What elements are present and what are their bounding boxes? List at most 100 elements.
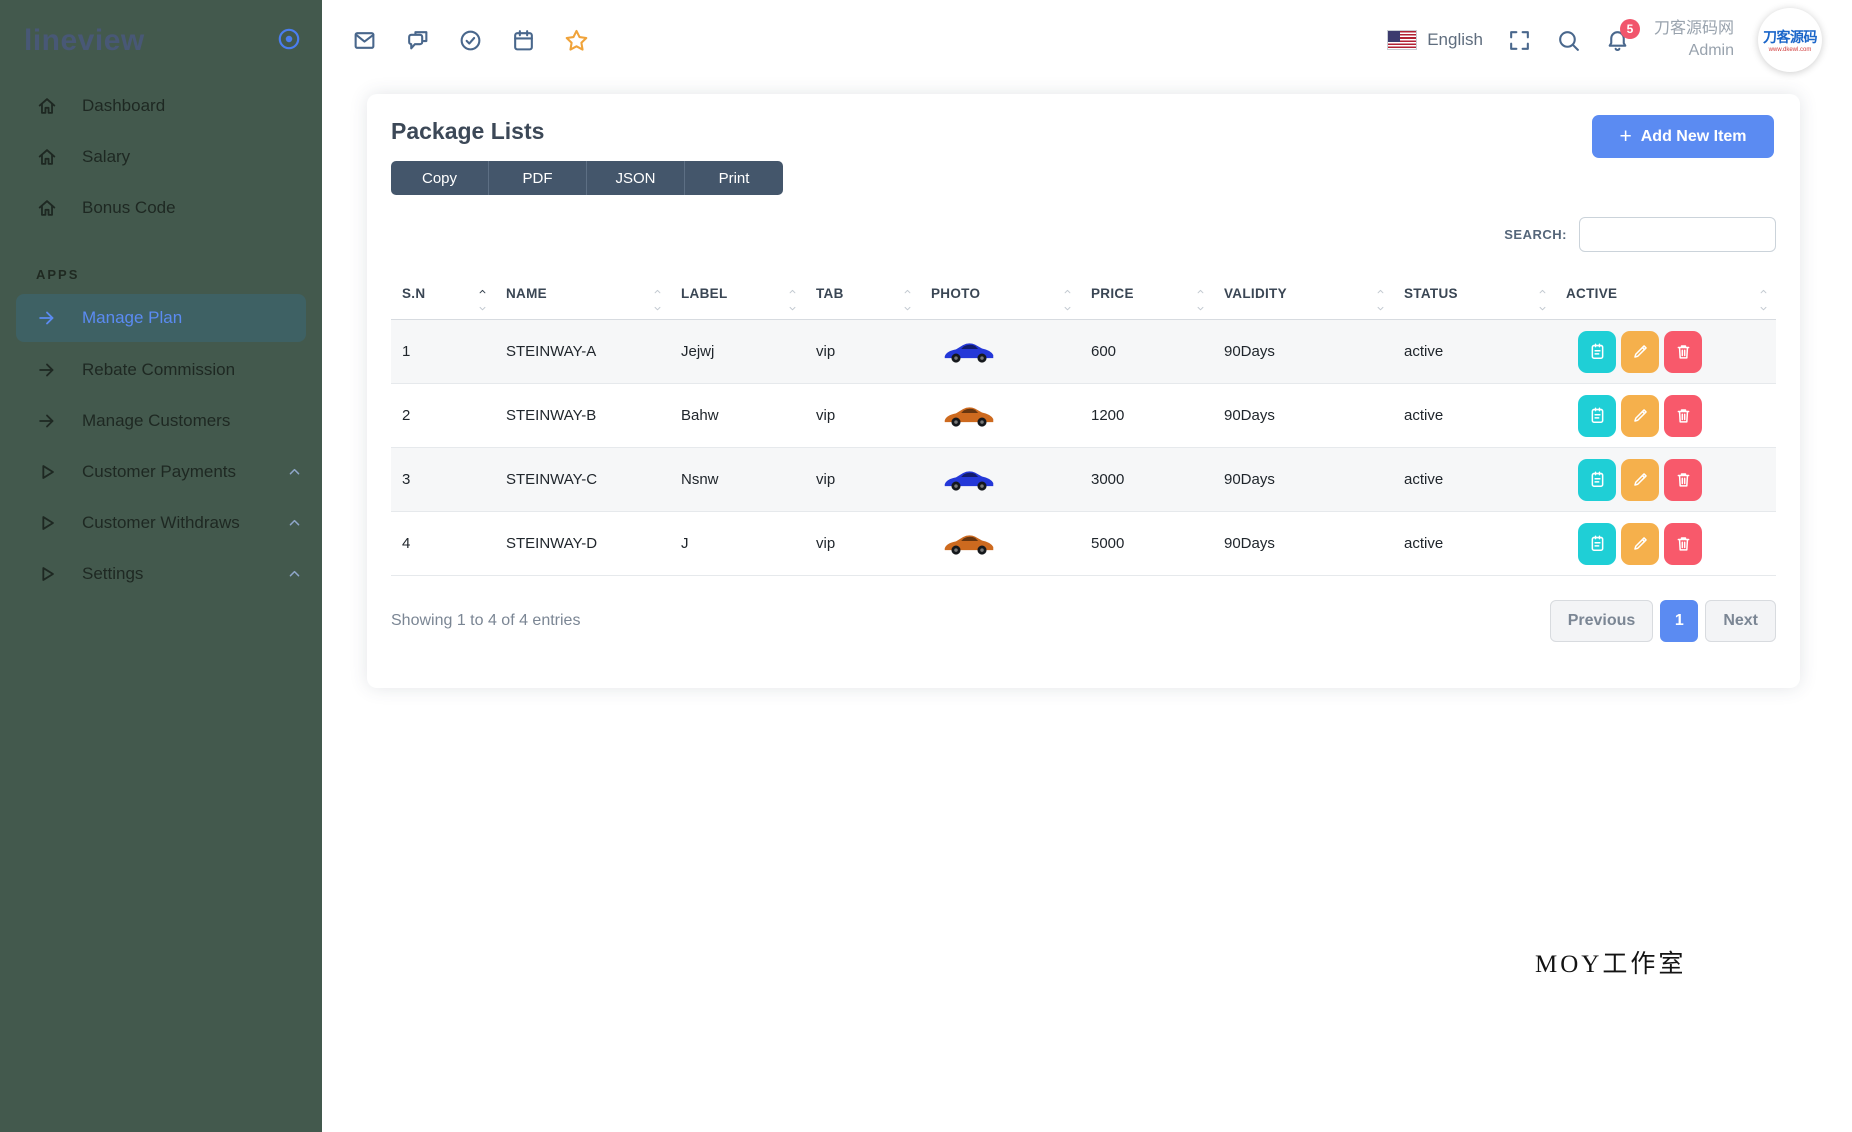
cell-tab: vip xyxy=(816,407,836,424)
column-header-label: PRICE xyxy=(1091,286,1134,301)
sort-asc-icon xyxy=(902,287,913,296)
sidebar-item-bonus-code[interactable]: Bonus Code xyxy=(0,182,322,233)
view-button[interactable] xyxy=(1578,330,1616,373)
column-header-label: TAB xyxy=(816,286,844,301)
sidebar-item-customer-withdraws[interactable]: Customer Withdraws xyxy=(0,497,322,548)
package-lists-card: Package Lists + Add New Item Copy PDF JSON… xyxy=(367,94,1800,688)
chevron-up-icon xyxy=(287,566,302,581)
sort-asc-icon xyxy=(1195,287,1206,296)
avatar[interactable]: 刀客源码 www.dkewl.com xyxy=(1758,8,1822,72)
main-area: English 5 刀客源码网 Admin 刀客源码 www.dkewl.com… xyxy=(322,0,1852,1132)
edit-button[interactable] xyxy=(1621,330,1659,373)
edit-button[interactable] xyxy=(1621,458,1659,501)
cell-tab: vip xyxy=(816,343,836,360)
column-header-tab[interactable]: TAB xyxy=(805,276,920,320)
sort-asc-icon xyxy=(1375,287,1386,296)
cell-sn: 3 xyxy=(402,471,411,488)
copy-button[interactable]: Copy xyxy=(391,161,489,195)
add-new-item-button[interactable]: + Add New Item xyxy=(1592,115,1774,158)
search-input[interactable] xyxy=(1579,217,1776,252)
cell-price: 600 xyxy=(1091,343,1117,360)
mail-icon[interactable] xyxy=(352,28,377,53)
pdf-button[interactable]: PDF xyxy=(489,161,587,195)
pencil-icon xyxy=(1631,406,1650,425)
edit-button[interactable] xyxy=(1621,394,1659,437)
clipboard-icon xyxy=(1588,470,1607,489)
sidebar-item-manage-customers[interactable]: Manage Customers xyxy=(0,395,322,446)
sidebar: lineview Dashboard Salary Bonus Code APPS … xyxy=(0,0,322,1132)
delete-button[interactable] xyxy=(1664,394,1702,437)
sidebar-item-salary[interactable]: Salary xyxy=(0,131,322,182)
sidebar-item-dashboard[interactable]: Dashboard xyxy=(0,80,322,131)
sidebar-nav: Dashboard Salary Bonus Code APPS Manage Pl… xyxy=(0,80,322,599)
cell-photo xyxy=(920,448,1080,512)
sort-desc-icon xyxy=(1195,304,1206,313)
cell-name: STEINWAY-B xyxy=(506,407,597,424)
trash-icon xyxy=(1674,470,1693,489)
cell-status: active xyxy=(1404,407,1444,424)
cell-sn: 2 xyxy=(402,407,411,424)
sort-desc-icon xyxy=(1758,304,1769,313)
table-footer: Showing 1 to 4 of 4 entries Previous 1 N… xyxy=(391,600,1776,642)
sort-desc-icon xyxy=(1062,304,1073,313)
sidebar-item-customer-payments[interactable]: Customer Payments xyxy=(0,446,322,497)
sidebar-item-label: Customer Withdraws xyxy=(82,512,240,532)
user-info[interactable]: 刀客源码网 Admin xyxy=(1654,18,1734,61)
column-header-validity[interactable]: VALIDITY xyxy=(1213,276,1393,320)
column-header-label[interactable]: LABEL xyxy=(670,276,805,320)
calendar-icon[interactable] xyxy=(511,28,536,53)
sort-carets xyxy=(477,287,488,313)
star-icon[interactable] xyxy=(564,28,589,53)
cell-name: STEINWAY-D xyxy=(506,535,598,552)
trash-icon xyxy=(1674,406,1693,425)
cell-price: 1200 xyxy=(1091,407,1125,424)
sort-carets xyxy=(787,287,798,313)
column-header-s-n[interactable]: S.N xyxy=(391,276,495,320)
view-button[interactable] xyxy=(1578,394,1616,437)
page-number-button[interactable]: 1 xyxy=(1660,600,1699,642)
cell-actions xyxy=(1555,384,1776,448)
search-row: SEARCH: xyxy=(391,217,1776,252)
sort-carets xyxy=(652,287,663,313)
play-icon xyxy=(36,563,58,585)
view-button[interactable] xyxy=(1578,458,1616,501)
delete-button[interactable] xyxy=(1664,330,1702,373)
sort-carets xyxy=(1758,287,1769,313)
sort-desc-icon xyxy=(477,304,488,313)
column-header-price[interactable]: PRICE xyxy=(1080,276,1213,320)
notifications-button[interactable]: 5 xyxy=(1605,18,1640,53)
cell-photo xyxy=(920,320,1080,384)
column-header-photo[interactable]: PHOTO xyxy=(920,276,1080,320)
column-header-status[interactable]: STATUS xyxy=(1393,276,1555,320)
json-button[interactable]: JSON xyxy=(587,161,685,195)
pagination: Previous 1 Next xyxy=(1549,600,1776,642)
sort-carets xyxy=(902,287,913,313)
cell-sn: 4 xyxy=(402,535,411,552)
sidebar-item-settings[interactable]: Settings xyxy=(0,548,322,599)
delete-button[interactable] xyxy=(1664,522,1702,565)
print-button[interactable]: Print xyxy=(685,161,783,195)
language-selector[interactable]: English xyxy=(1387,30,1483,50)
delete-button[interactable] xyxy=(1664,458,1702,501)
home-icon xyxy=(36,146,58,168)
edit-button[interactable] xyxy=(1621,522,1659,565)
search-icon[interactable] xyxy=(1556,28,1581,53)
topbar-right: English 5 刀客源码网 Admin 刀客源码 www.dkewl.com xyxy=(1387,8,1822,72)
column-header-name[interactable]: NAME xyxy=(495,276,670,320)
sidebar-toggle-button[interactable] xyxy=(276,26,302,55)
sidebar-section-label: APPS xyxy=(36,267,80,282)
column-header-active[interactable]: ACTIVE xyxy=(1555,276,1776,320)
cell-name: STEINWAY-C xyxy=(506,471,598,488)
sidebar-item-rebate-commission[interactable]: Rebate Commission xyxy=(0,344,322,395)
target-icon xyxy=(276,26,302,52)
check-circle-icon[interactable] xyxy=(458,28,483,53)
view-button[interactable] xyxy=(1578,522,1616,565)
previous-page-button[interactable]: Previous xyxy=(1549,600,1654,642)
chat-icon[interactable] xyxy=(405,28,430,53)
next-page-button[interactable]: Next xyxy=(1705,600,1776,642)
fullscreen-icon[interactable] xyxy=(1507,28,1532,53)
sidebar-item-label: Customer Payments xyxy=(82,461,236,481)
cell-actions xyxy=(1555,448,1776,512)
sidebar-item-manage-plan[interactable]: Manage Plan xyxy=(16,294,306,342)
table-row: 1 STEINWAY-A Jejwj vip 600 90Days active xyxy=(391,319,1776,384)
